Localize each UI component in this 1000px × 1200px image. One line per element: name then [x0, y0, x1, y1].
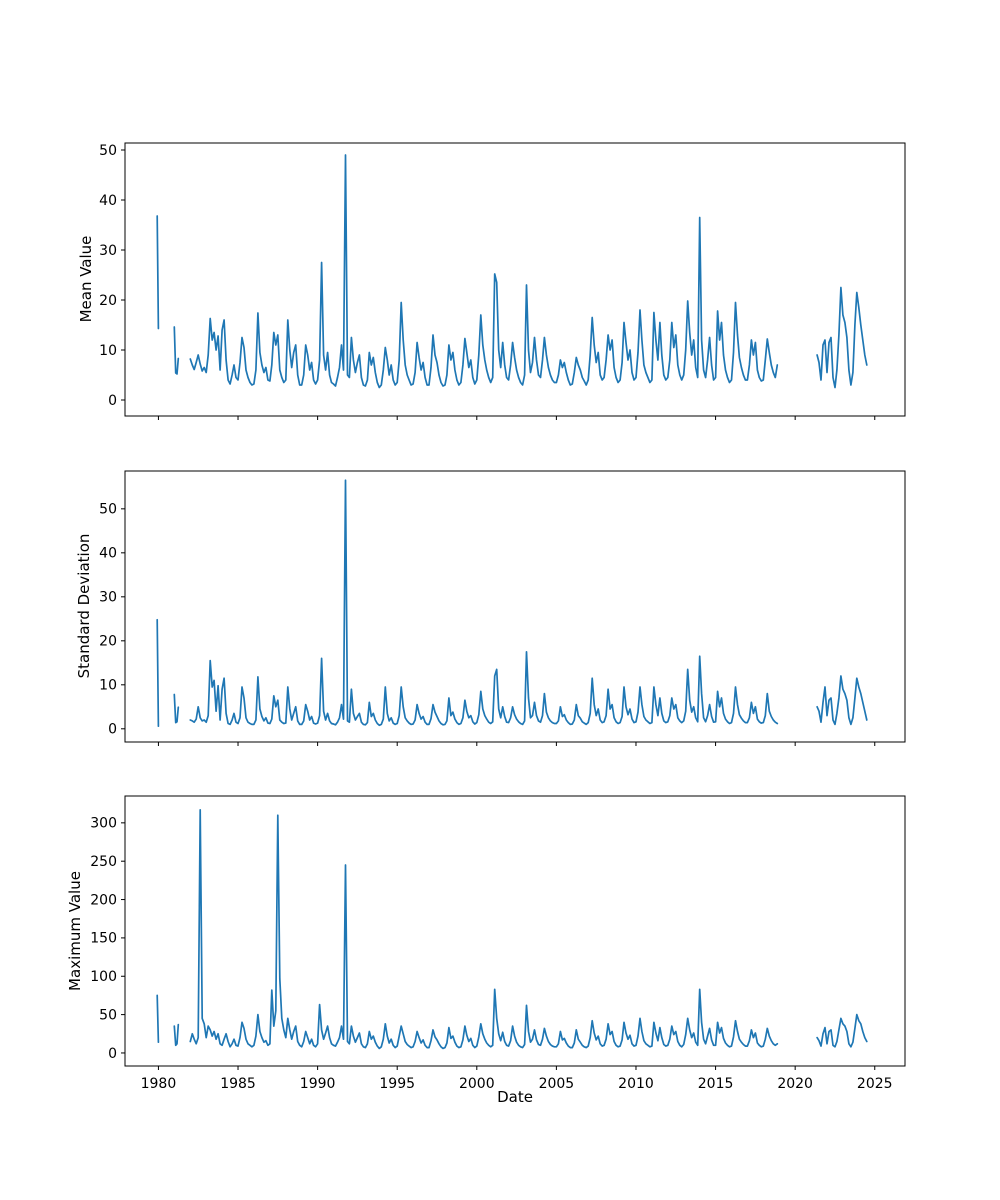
y-tick-label: 0: [108, 1046, 117, 1062]
x-tick-label: 2025: [857, 1076, 893, 1092]
subplot-mean-value: 0 10 20 30 40 50: [99, 142, 906, 420]
standard-deviation-series-line: [816, 675, 868, 726]
standard-deviation-series-line: [156, 618, 160, 728]
x-tick-label: 1980: [141, 1076, 177, 1092]
x-tick-label: 2015: [698, 1076, 734, 1092]
y-tick-label: 50: [99, 502, 117, 518]
maximum-value-series-line: [173, 1023, 180, 1047]
maximum-value-series-line: [156, 994, 160, 1044]
x-tick-label: 1990: [300, 1076, 336, 1092]
maximum-value-series-line: [816, 1013, 868, 1048]
subplot-maximum-value: 0 50 100 150 200 250 300 1980 1985 1990 1995 2000 20…: [90, 795, 906, 1092]
y-tick-label: 100: [90, 969, 117, 985]
x-axis-label-date: Date: [497, 1088, 533, 1106]
standard-deviation-series-line: [173, 693, 180, 724]
y-tick-label: 20: [99, 293, 117, 309]
plot-border: [124, 470, 906, 743]
y-tick-label: 20: [99, 634, 117, 650]
y-tick-label: 10: [99, 678, 117, 694]
x-tick-label: 2000: [459, 1076, 495, 1092]
plot-border: [124, 795, 906, 1067]
mean-value-series-line: [156, 215, 160, 330]
x-tick-label: 1995: [379, 1076, 415, 1092]
y-tick-label: 50: [99, 143, 117, 159]
y-tick-label: 40: [99, 193, 117, 209]
y-tick-label: 0: [108, 722, 117, 738]
y-tick-label: 200: [90, 892, 117, 908]
y-tick-label: 0: [108, 393, 117, 409]
x-tick-label: 2005: [539, 1076, 575, 1092]
y-tick-label: 40: [99, 546, 117, 562]
standard-deviation-series-line: [189, 479, 779, 727]
x-tick-label: 2010: [618, 1076, 654, 1092]
y-tick-label: 10: [99, 343, 117, 359]
y-axis-label-standard-deviation: Standard Deviation: [75, 533, 93, 679]
x-tick-label: 2020: [777, 1076, 813, 1092]
y-tick-label: 300: [90, 816, 117, 832]
y-tick-label: 250: [90, 854, 117, 870]
mean-value-series-line: [173, 326, 180, 375]
y-tick-label: 50: [99, 1007, 117, 1023]
y-tick-label: 150: [90, 931, 117, 947]
y-tick-label: 30: [99, 243, 117, 259]
mean-value-series-line: [189, 154, 779, 389]
mean-value-series-line: [816, 286, 868, 389]
y-axis-label-mean-value: Mean Value: [77, 235, 95, 323]
x-tick-label: 1985: [220, 1076, 256, 1092]
y-tick-label: 30: [99, 590, 117, 606]
y-axis-label-maximum-value: Maximum Value: [66, 871, 84, 991]
maximum-value-series-line: [189, 808, 779, 1050]
subplot-standard-deviation: 0 10 20 30 40 50: [99, 470, 906, 746]
plot-border: [124, 142, 906, 417]
